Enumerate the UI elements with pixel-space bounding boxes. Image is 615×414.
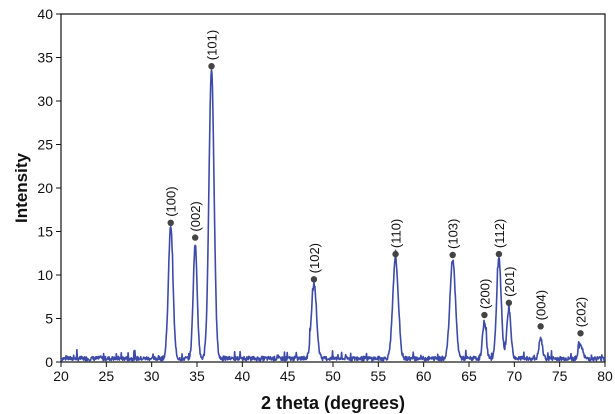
peak-label: (004) [534,290,549,320]
y-axis-ticks: 0 5 10 15 20 25 30 35 40 [37,6,61,370]
peak-marker [449,251,456,259]
x-tick-label: 60 [416,368,432,384]
peak-label: (103) [446,219,461,249]
peak-marker [392,250,399,258]
y-tick-label: 30 [37,93,53,109]
peak-marker [208,62,215,70]
y-tick-label: 35 [37,50,53,66]
peak-marker [577,330,584,337]
plot-area: (100) (002) (101) (102) (110) (103) (200) (112)… [60,13,606,363]
y-tick-label: 40 [37,6,53,22]
peak-marker [481,311,488,319]
y-tick-label: 20 [37,180,53,196]
x-tick-label: 75 [552,368,568,384]
y-axis-title: Intensity [12,153,31,223]
plot-frame [60,13,606,363]
x-tick-label: 40 [235,368,251,384]
peak-label: (201) [502,266,517,296]
x-tick-label: 65 [461,368,477,384]
x-tick-label: 35 [189,368,205,384]
peak-marker [310,276,318,283]
y-tick-label: 5 [45,311,53,327]
peak-label: (202) [574,297,589,327]
x-tick-label: 45 [280,368,296,384]
x-tick-label: 20 [53,368,69,384]
x-tick-label: 70 [507,368,523,384]
y-tick-label: 0 [45,354,53,370]
peak-label: (002) [188,201,203,231]
x-tick-label: 50 [325,368,341,384]
y-tick-label: 25 [37,137,53,153]
peak-marker [191,234,199,241]
x-axis-ticks: 20 25 30 35 40 45 50 55 60 65 70 75 80 [53,362,613,384]
peak-marker [537,323,544,330]
peak-label: (110) [389,219,404,248]
peak-label: (200) [477,279,492,309]
y-tick-label: 15 [37,224,53,240]
x-axis-title: 2 theta (degrees) [261,393,405,413]
peak-marker [167,219,174,226]
series-line [60,68,606,362]
peak-label: (101) [205,30,220,60]
x-tick-label: 25 [99,368,115,384]
x-tick-label: 30 [144,368,160,384]
peak-label: (102) [307,243,322,273]
peak-labels: (100) (002) (101) (102) (110) (103) (200) (112)… [164,30,589,327]
x-tick-label: 55 [371,368,387,384]
peak-marker [495,250,503,258]
peak-markers [167,62,584,337]
x-tick-label: 80 [597,368,613,384]
y-tick-label: 10 [37,267,53,283]
peak-marker [505,299,513,307]
peak-label: (112) [492,219,507,248]
peak-label: (100) [164,186,179,216]
